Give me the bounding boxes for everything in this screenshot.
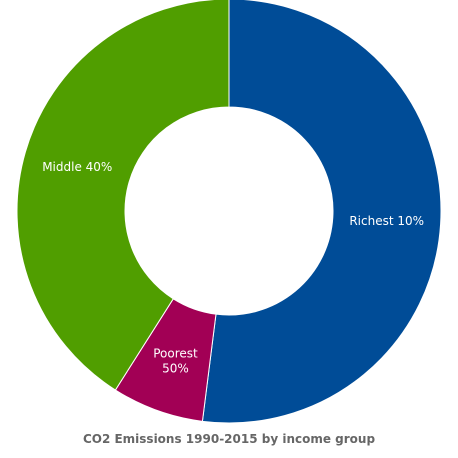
labels-layer: Richest 10% Poorest 50% Middle 40% — [42, 160, 424, 376]
slices-layer — [16, 0, 442, 424]
slice-label-poorest-50: Poorest 50% — [153, 347, 198, 376]
slice-label-middle-40: Middle 40% — [42, 160, 112, 174]
slice-label-richest-10: Richest 10% — [349, 214, 424, 228]
slice-richest-10 — [201, 0, 442, 424]
chart-title: CO2 Emissions 1990-2015 by income group — [83, 432, 376, 446]
slice-middle-40 — [16, 0, 230, 391]
